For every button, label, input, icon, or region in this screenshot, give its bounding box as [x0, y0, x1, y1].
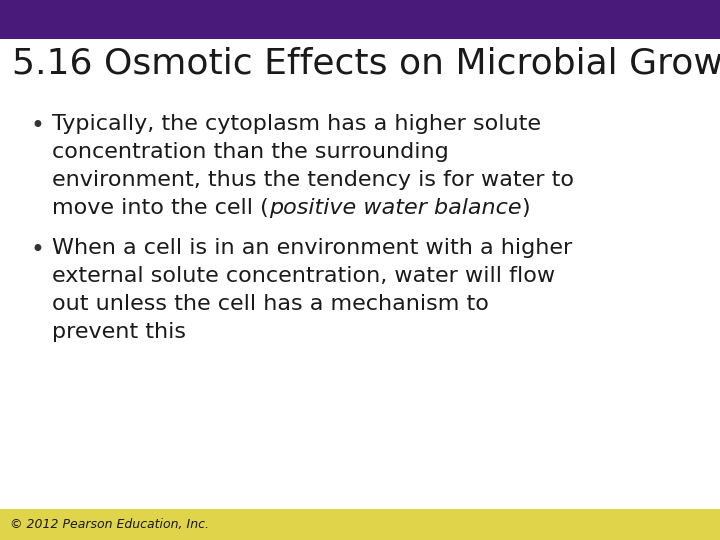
Text: external solute concentration, water will flow: external solute concentration, water wil…	[52, 266, 555, 286]
Text: Typically, the cytoplasm has a higher solute: Typically, the cytoplasm has a higher so…	[52, 114, 541, 134]
Text: prevent this: prevent this	[52, 322, 186, 342]
Text: •: •	[30, 238, 44, 262]
Text: positive water balance: positive water balance	[269, 198, 521, 218]
Text: When a cell is in an environment with a higher: When a cell is in an environment with a …	[52, 238, 572, 258]
Text: out unless the cell has a mechanism to: out unless the cell has a mechanism to	[52, 294, 489, 314]
Text: environment, thus the tendency is for water to: environment, thus the tendency is for wa…	[52, 170, 574, 190]
Text: © 2012 Pearson Education, Inc.: © 2012 Pearson Education, Inc.	[10, 518, 209, 531]
Text: 5.16 Osmotic Effects on Microbial Growth: 5.16 Osmotic Effects on Microbial Growth	[12, 47, 720, 81]
Bar	[0, 0, 720, 39]
Bar	[0, 509, 720, 540]
Text: move into the cell (: move into the cell (	[52, 198, 269, 218]
Text: •: •	[30, 114, 44, 138]
Text: concentration than the surrounding: concentration than the surrounding	[52, 142, 449, 162]
Text: ): )	[521, 198, 530, 218]
